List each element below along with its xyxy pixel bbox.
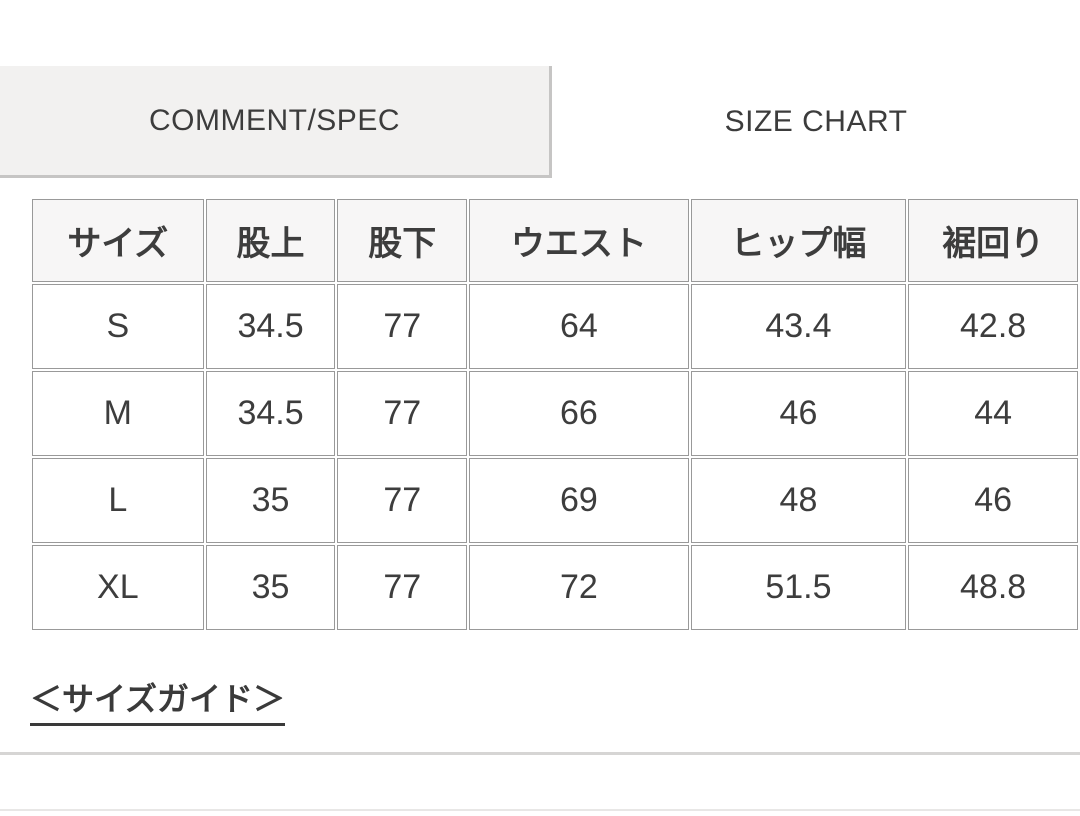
tab-comment-spec[interactable]: COMMENT/SPEC — [0, 66, 552, 178]
cell-l-hip: 48 — [690, 458, 907, 543]
header-row: サイズ 股上 股下 ウエスト ヒップ幅 裾回り — [32, 199, 1078, 282]
cell-xl-hip: 51.5 — [690, 545, 907, 630]
header-size: サイズ — [32, 199, 204, 282]
cell-m-inseam: 77 — [337, 371, 468, 456]
bottom-divider — [0, 809, 1080, 811]
tab-bar: COMMENT/SPEC SIZE CHART — [0, 66, 1080, 178]
table-row-xl: XL 35 77 72 51.5 48.8 — [32, 545, 1078, 630]
table-row-l: L 35 77 69 48 46 — [32, 458, 1078, 543]
cell-l-rise: 35 — [205, 458, 336, 543]
cell-l-inseam: 77 — [337, 458, 468, 543]
header-waist: ウエスト — [469, 199, 689, 282]
header-hip-width: ヒップ幅 — [690, 199, 907, 282]
header-rise: 股上 — [205, 199, 336, 282]
cell-xl-rise: 35 — [205, 545, 336, 630]
size-table-header: サイズ 股上 股下 ウエスト ヒップ幅 裾回り — [32, 199, 1078, 282]
size-table-body: S 34.5 77 64 43.4 42.8 M 34.5 77 66 46 4… — [32, 284, 1078, 630]
row-label-m: M — [32, 371, 204, 456]
cell-s-hem: 42.8 — [908, 284, 1078, 369]
cell-m-hem: 44 — [908, 371, 1078, 456]
row-label-l: L — [32, 458, 204, 543]
header-inseam: 股下 — [337, 199, 468, 282]
cell-l-waist: 69 — [469, 458, 689, 543]
cell-xl-waist: 72 — [469, 545, 689, 630]
cell-m-hip: 46 — [690, 371, 907, 456]
table-row-s: S 34.5 77 64 43.4 42.8 — [32, 284, 1078, 369]
row-label-xl: XL — [32, 545, 204, 630]
cell-l-hem: 46 — [908, 458, 1078, 543]
section-divider — [0, 752, 1080, 755]
cell-m-rise: 34.5 — [205, 371, 336, 456]
cell-s-inseam: 77 — [337, 284, 468, 369]
cell-s-rise: 34.5 — [205, 284, 336, 369]
tab-size-chart[interactable]: SIZE CHART — [552, 66, 1080, 178]
size-table: サイズ 股上 股下 ウエスト ヒップ幅 裾回り S 34.5 77 64 43.… — [30, 197, 1080, 632]
cell-xl-inseam: 77 — [337, 545, 468, 630]
cell-xl-hem: 48.8 — [908, 545, 1078, 630]
cell-s-waist: 64 — [469, 284, 689, 369]
cell-s-hip: 43.4 — [690, 284, 907, 369]
row-label-s: S — [32, 284, 204, 369]
table-row-m: M 34.5 77 66 46 44 — [32, 371, 1078, 456]
header-hem-width: 裾回り — [908, 199, 1078, 282]
size-guide-link[interactable]: ＜サイズガイド＞ — [30, 674, 286, 726]
cell-m-waist: 66 — [469, 371, 689, 456]
